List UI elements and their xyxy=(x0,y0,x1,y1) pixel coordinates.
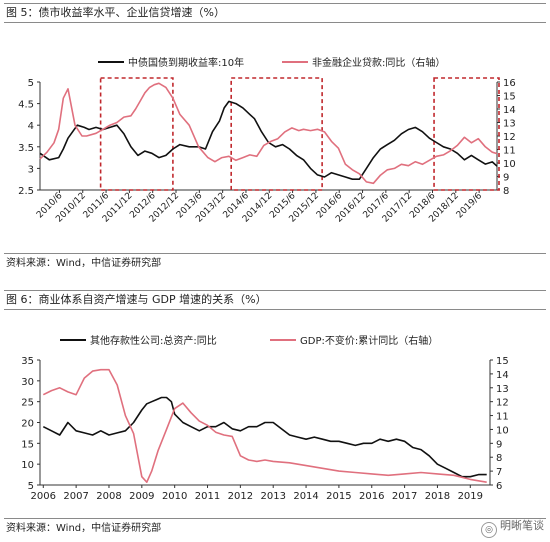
y-left-tick-label: 25 xyxy=(21,398,34,409)
y-right-tick-label: 7 xyxy=(496,467,502,478)
x-tick-label: 2017 xyxy=(392,491,417,502)
x-tick-label: 2019 xyxy=(458,491,483,502)
x-tick-label: 2013 xyxy=(260,491,285,502)
legend-label-0: 中债国债到期收益率:10年 xyxy=(128,56,244,69)
figure-6-title: 图 6：商业体系自资产增速与 GDP 增速的关系（%） xyxy=(6,293,267,306)
x-tick-label: 2014 xyxy=(293,491,318,502)
y-right-tick-label: 12 xyxy=(496,398,509,409)
y-right-tick-label: 10 xyxy=(503,159,516,170)
y-right-tick-label: 9 xyxy=(496,439,502,450)
series-line-1 xyxy=(39,82,498,185)
x-tick-label: 2015 xyxy=(326,491,351,502)
y-right-tick-label: 11 xyxy=(496,412,509,423)
x-tick-label: 2008 xyxy=(96,491,121,502)
highlight-box xyxy=(433,77,500,191)
figure-5-title: 图 5：债市收益率水平、企业信贷增速（%） xyxy=(6,6,225,19)
highlight-box xyxy=(230,77,323,191)
y-right-tick-label: 15 xyxy=(503,92,516,103)
y-right-tick-label: 13 xyxy=(503,119,516,130)
figure-5-chart: 2.533.544.5589101112131415162010/62010/1… xyxy=(18,56,516,225)
y-left-tick-label: 2.5 xyxy=(18,186,34,197)
y-right-tick-label: 9 xyxy=(503,173,509,184)
y-right-tick-label: 14 xyxy=(496,370,509,381)
y-right-tick-label: 8 xyxy=(496,453,502,464)
x-tick-label: 2012 xyxy=(228,491,253,502)
x-tick-label: 2006 xyxy=(31,491,56,502)
figure-6-top-rule xyxy=(4,290,546,291)
figure-5-title-rule xyxy=(4,22,546,23)
y-right-tick-label: 16 xyxy=(503,78,516,89)
x-tick-label: 2018 xyxy=(425,491,450,502)
y-right-tick-label: 8 xyxy=(503,186,509,197)
figure-5-bottom-rule xyxy=(4,253,546,254)
legend-label-0: 其他存款性公司:总资产:同比 xyxy=(90,334,217,347)
legend-label-1: GDP:不变价:累计同比（右轴） xyxy=(300,334,438,347)
y-right-tick-label: 11 xyxy=(503,146,516,157)
watermark-text: 明晰笔谈 xyxy=(500,519,544,532)
y-right-tick-label: 10 xyxy=(496,425,509,436)
y-left-tick-label: 35 xyxy=(21,356,34,367)
figure-5-source: 资料来源：Wind，中信证券研究部 xyxy=(6,258,162,269)
figure-5-top-rule xyxy=(4,3,546,4)
series-line-0 xyxy=(42,396,487,478)
y-right-tick-label: 12 xyxy=(503,132,516,143)
x-tick-label: 2011 xyxy=(195,491,220,502)
x-tick-label: 2009 xyxy=(129,491,154,502)
x-tick-label: 2019/6 xyxy=(455,191,485,221)
series-line-0 xyxy=(39,100,498,180)
wechat-icon: ◎ xyxy=(481,522,497,538)
y-left-tick-label: 5 xyxy=(28,481,34,492)
figure-6-chart: 5 10 15 20 25 30 35 6 7 8 9 10 11 12 13 14 15 2006 2007 200… xyxy=(21,334,509,502)
y-right-tick-label: 14 xyxy=(503,105,516,116)
y-left-tick-label: 5 xyxy=(28,78,34,89)
x-tick-label: 2016 xyxy=(359,491,384,502)
y-left-tick-label: 10 xyxy=(21,460,34,471)
figure-6-title-rule xyxy=(4,309,546,310)
y-left-tick-label: 4.5 xyxy=(18,100,34,111)
figure-6-bottom-rule xyxy=(4,518,546,519)
y-left-tick-label: 3 xyxy=(28,164,34,175)
x-tick-label: 2010 xyxy=(162,491,187,502)
series-line-1 xyxy=(42,368,487,483)
y-left-tick-label: 4 xyxy=(28,121,34,132)
y-left-tick-label: 3.5 xyxy=(18,143,34,154)
y-left-tick-label: 30 xyxy=(21,377,34,388)
watermark: ◎ 明晰笔谈 xyxy=(481,517,544,538)
y-right-tick-label: 6 xyxy=(496,481,502,492)
y-right-tick-label: 13 xyxy=(496,384,509,395)
y-left-tick-label: 20 xyxy=(21,419,34,430)
figure-6-source: 资料来源：Wind，中信证券研究部 xyxy=(6,523,162,534)
y-right-tick-label: 15 xyxy=(496,356,509,367)
x-tick-label: 2007 xyxy=(63,491,88,502)
y-left-tick-label: 15 xyxy=(21,439,34,450)
highlight-box xyxy=(99,77,174,191)
legend-label-1: 非金融企业贷款:同比（右轴） xyxy=(312,56,445,69)
